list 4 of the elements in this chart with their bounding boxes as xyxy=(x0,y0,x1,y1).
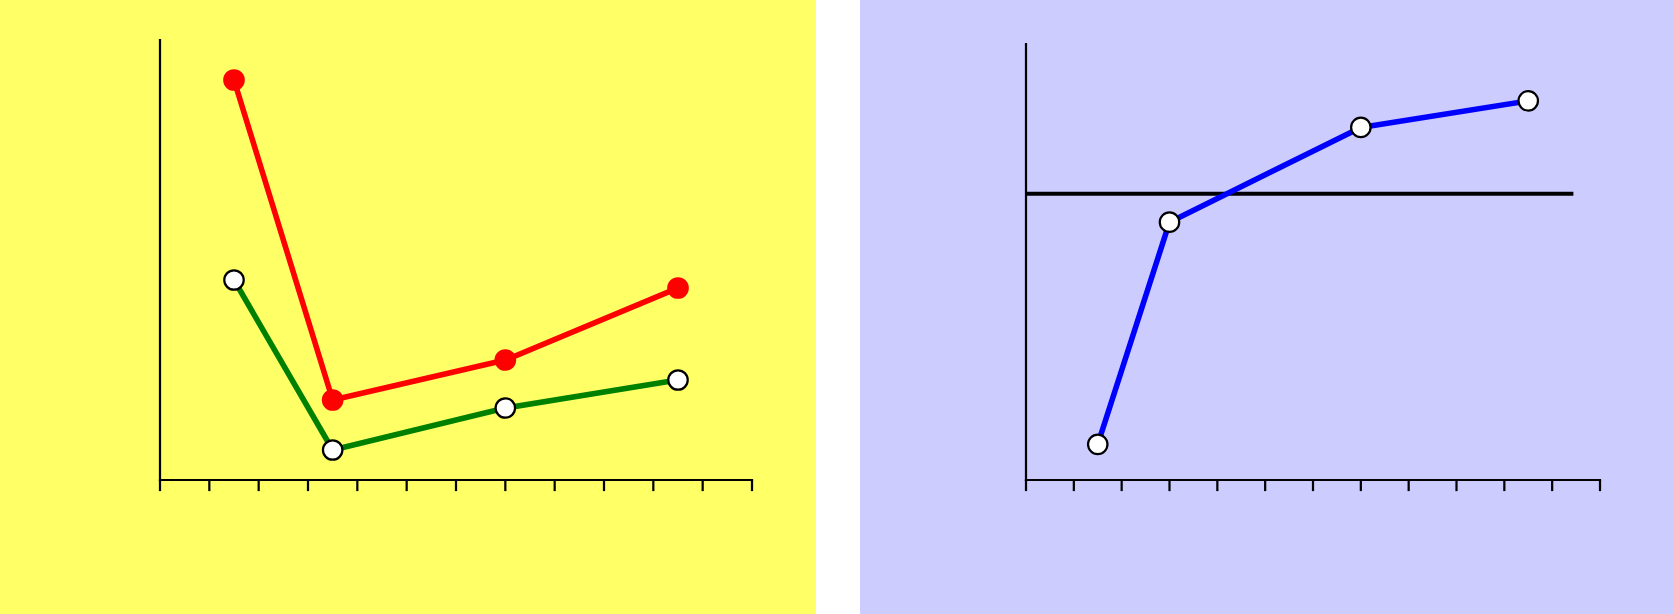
point xyxy=(223,69,245,91)
point xyxy=(321,389,344,411)
point xyxy=(494,349,517,371)
point xyxy=(667,277,689,299)
